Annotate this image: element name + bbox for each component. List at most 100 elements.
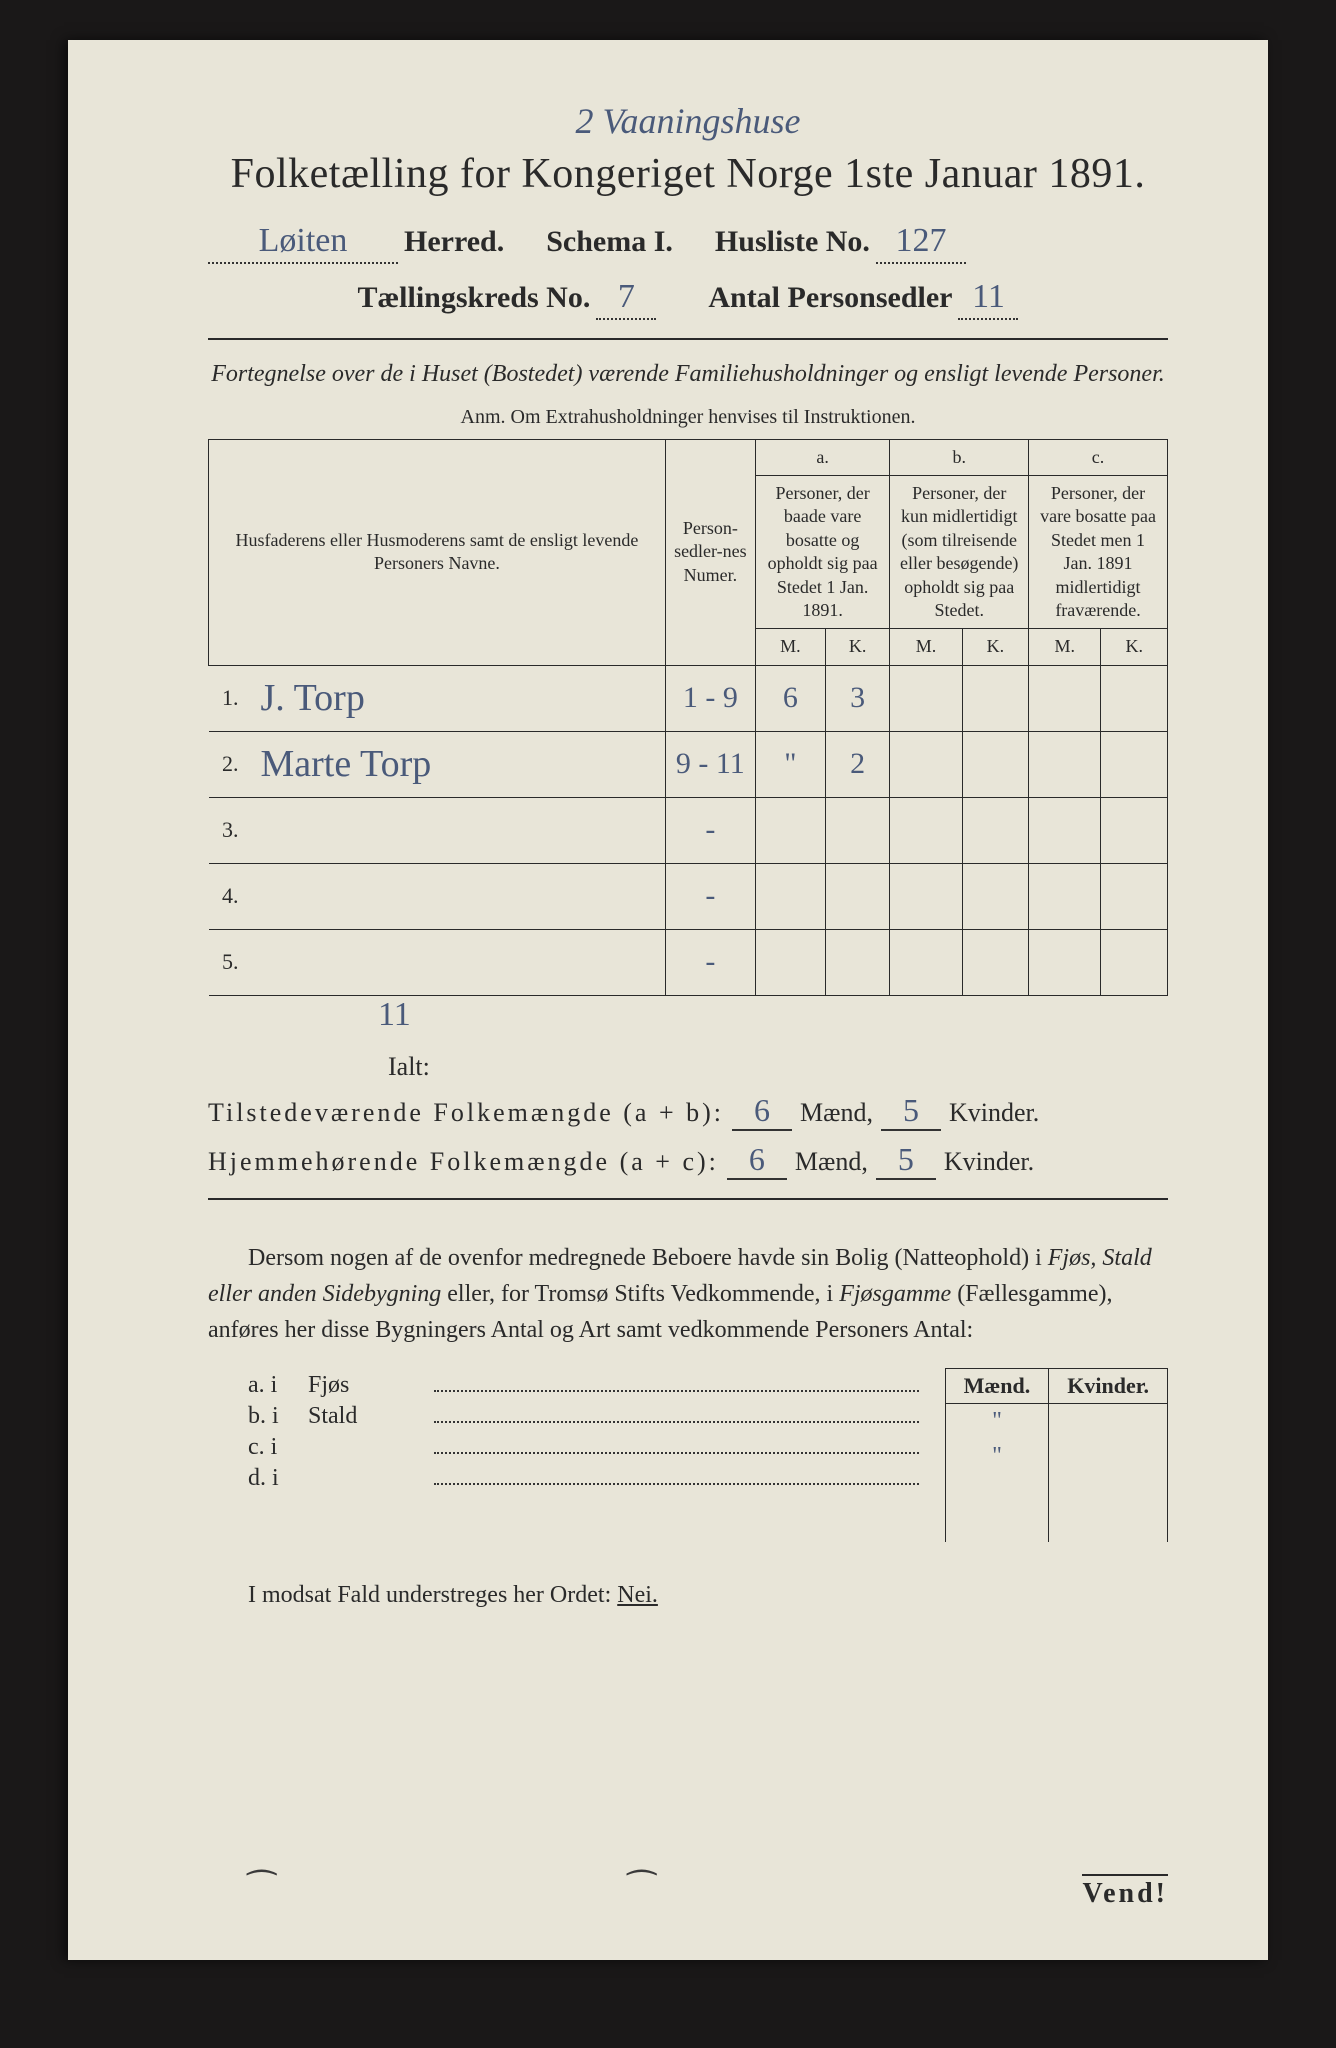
mk-m xyxy=(945,1474,1049,1508)
nei-line: I modsat Fald understreges her Ordet: Ne… xyxy=(208,1582,1168,1609)
meta-row-1: Løiten Herred. Schema I. Husliste No. 12… xyxy=(208,222,1168,264)
row-num: 1. xyxy=(209,665,245,731)
kreds-value: 7 xyxy=(596,278,656,320)
sum2-maend: Mænd, xyxy=(795,1147,868,1177)
row-numer: 9 - 11 xyxy=(665,731,755,797)
row-name: J. Torp xyxy=(245,665,666,731)
row-bk xyxy=(962,731,1028,797)
side-lbl: d. i xyxy=(248,1465,308,1492)
row-ak xyxy=(825,929,889,995)
side-dots xyxy=(434,1390,919,1392)
mk-m: " xyxy=(945,1403,1049,1439)
side-typ: Fjøs xyxy=(308,1372,428,1399)
row-ak: 3 xyxy=(825,665,889,731)
col-b-m: M. xyxy=(890,629,962,665)
row-num: 2. xyxy=(209,731,245,797)
mk-table: Mænd. Kvinder. "" xyxy=(945,1368,1168,1542)
meta-row-2: Tællingskreds No. 7 Antal Personsedler 1… xyxy=(208,278,1168,320)
row-num: 3. xyxy=(209,797,245,863)
mk-m xyxy=(945,1508,1049,1542)
side-row: b. iStald xyxy=(248,1403,925,1430)
census-form-page: 2 Vaaningshuse Folketælling for Kongerig… xyxy=(68,40,1268,1960)
row-numer: - xyxy=(665,929,755,995)
row-bm xyxy=(890,731,962,797)
col-head-a: Personer, der baade vare bosatte og opho… xyxy=(755,475,889,628)
mk-k xyxy=(1049,1439,1168,1474)
row-name xyxy=(245,863,666,929)
census-table: Husfaderens eller Husmoderens samt de en… xyxy=(208,439,1168,996)
col-a-m: M. xyxy=(755,629,825,665)
table-row: 1.J. Torp1 - 963 xyxy=(209,665,1168,731)
col-head-c-top: c. xyxy=(1029,439,1168,475)
divider-2 xyxy=(208,1198,1168,1200)
table-row: 5.- xyxy=(209,929,1168,995)
row-ck xyxy=(1101,797,1168,863)
antal-value: 11 xyxy=(958,278,1018,320)
row-name: Marte Torp xyxy=(245,731,666,797)
side-lbl: b. i xyxy=(248,1403,308,1430)
col-c-k: K. xyxy=(1101,629,1168,665)
row-cm xyxy=(1029,929,1101,995)
nei-t1: I modsat Fald understreges her Ordet: xyxy=(248,1582,617,1608)
col-head-c: Personer, der vare bosatte paa Stedet me… xyxy=(1029,475,1168,628)
sum2-k: 5 xyxy=(876,1141,936,1180)
row-numer: - xyxy=(665,797,755,863)
sum-line-2: Hjemmehørende Folkemængde (a + c): 6 Mæn… xyxy=(208,1141,1168,1180)
mk-row xyxy=(945,1474,1167,1508)
col-b-k: K. xyxy=(962,629,1028,665)
mk-row: " xyxy=(945,1403,1167,1439)
row-am xyxy=(755,863,825,929)
col-head-name: Husfaderens eller Husmoderens samt de en… xyxy=(209,439,666,665)
curl-mark-left: ⁀ xyxy=(248,1870,275,1910)
mk-m: " xyxy=(945,1439,1049,1474)
row-name xyxy=(245,797,666,863)
sum1-maend: Mænd, xyxy=(800,1098,873,1128)
table-row: 3. - xyxy=(209,797,1168,863)
para-t1: Dersom nogen af de ovenfor medregnede Be… xyxy=(248,1245,1048,1271)
row-cm xyxy=(1029,731,1101,797)
row-am: 6 xyxy=(755,665,825,731)
census-table-body: 1.J. Torp1 - 9632.Marte Torp9 - 11"23.-4… xyxy=(209,665,1168,995)
col-head-numer: Person-sedler-nes Numer. xyxy=(665,439,755,665)
nei-word: Nei. xyxy=(617,1582,658,1608)
row-bm xyxy=(890,863,962,929)
mk-head-k: Kvinder. xyxy=(1049,1368,1168,1403)
col-a-k: K. xyxy=(825,629,889,665)
schema-label: Schema I. xyxy=(546,225,673,259)
row-cm xyxy=(1029,863,1101,929)
row-am xyxy=(755,929,825,995)
ialt-total-numer: 11 xyxy=(378,996,411,1034)
sum1-m: 6 xyxy=(732,1092,792,1131)
col-head-b-top: b. xyxy=(890,439,1029,475)
row-am xyxy=(755,797,825,863)
para-t2: eller, for Tromsø Stifts Vedkommende, i xyxy=(441,1281,839,1307)
sum-line-1: Tilstedeværende Folkemængde (a + b): 6 M… xyxy=(208,1092,1168,1131)
antal-label: Antal Personsedler xyxy=(708,281,952,315)
row-name xyxy=(245,929,666,995)
sum1-k: 5 xyxy=(881,1092,941,1131)
row-numer: 1 - 9 xyxy=(665,665,755,731)
row-cm xyxy=(1029,665,1101,731)
side-typ: Stald xyxy=(308,1403,428,1430)
row-ck xyxy=(1101,731,1168,797)
row-bk xyxy=(962,797,1028,863)
col-c-m: M. xyxy=(1029,629,1101,665)
side-dots xyxy=(434,1452,919,1454)
handwritten-annotation-top: 2 Vaaningshuse xyxy=(208,100,1168,142)
husliste-value: 127 xyxy=(876,222,966,264)
row-ck xyxy=(1101,863,1168,929)
mk-k xyxy=(1049,1474,1168,1508)
paragraph: Dersom nogen af de ovenfor medregnede Be… xyxy=(208,1240,1168,1348)
intro-text: Fortegnelse over de i Huset (Bostedet) v… xyxy=(208,358,1168,392)
col-head-b: Personer, der kun midlertidigt (som tilr… xyxy=(890,475,1029,628)
side-row: a. iFjøs xyxy=(248,1372,925,1399)
divider xyxy=(208,338,1168,340)
ialt-row: 11 xyxy=(208,996,1168,1034)
row-bk xyxy=(962,665,1028,731)
mk-k xyxy=(1049,1403,1168,1439)
sum2-kvinder: Kvinder. xyxy=(944,1147,1034,1177)
table-row: 4.- xyxy=(209,863,1168,929)
row-ak xyxy=(825,797,889,863)
col-head-a-top: a. xyxy=(755,439,889,475)
row-cm xyxy=(1029,797,1101,863)
